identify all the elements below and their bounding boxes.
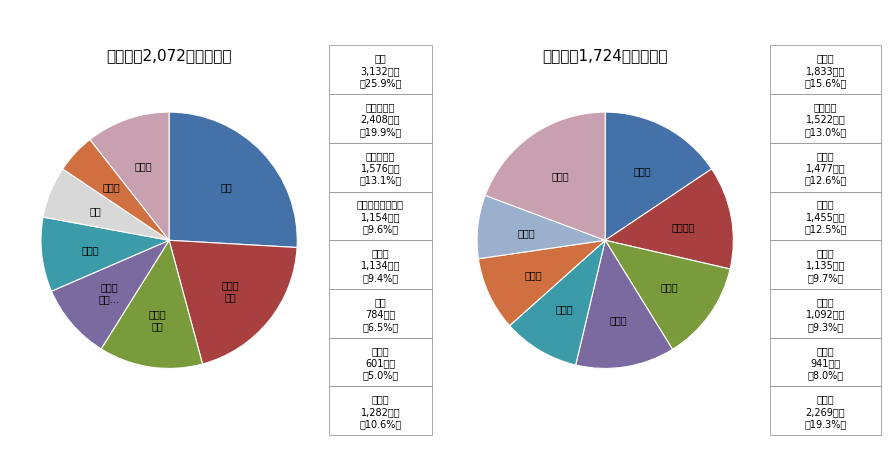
Wedge shape: [605, 113, 712, 241]
Text: 地方交付税
1,576億円
（13.1%）: 地方交付税 1,576億円 （13.1%）: [360, 150, 401, 185]
Text: 商工費
1,477億円
（12.6%）: 商工費 1,477億円 （12.6%）: [805, 150, 846, 185]
Text: 国庫支
出金: 国庫支 出金: [222, 280, 239, 301]
Bar: [770, 144, 881, 192]
Text: 県債
784億円
（6.5%）: 県債 784億円 （6.5%）: [362, 296, 399, 331]
Text: 県税
3,132億円
（25.9%）: 県税 3,132億円 （25.9%）: [360, 53, 401, 88]
Text: 県債: 県債: [90, 206, 101, 216]
Bar: [329, 387, 432, 435]
Text: 教育費: 教育費: [634, 166, 651, 176]
Text: 諸収入: 諸収入: [81, 245, 99, 255]
Text: 諸支出金: 諸支出金: [672, 221, 695, 232]
Text: 土木費: 土木費: [517, 227, 535, 238]
Text: 県税: 県税: [221, 181, 232, 191]
Bar: [770, 289, 881, 338]
Text: 国庫支出金
2,408億円
（19.9%）: 国庫支出金 2,408億円 （19.9%）: [360, 102, 401, 137]
Text: その他
2,269億円
（19.3%）: その他 2,269億円 （19.3%）: [805, 394, 846, 428]
Bar: [329, 46, 432, 95]
Wedge shape: [169, 113, 297, 248]
Title: 歳出１兆1,724億円の内訳: 歳出１兆1,724億円の内訳: [542, 48, 668, 63]
Text: その他: その他: [551, 171, 569, 181]
Text: その他
1,282億円
（10.6%）: その他 1,282億円 （10.6%）: [360, 394, 401, 428]
Text: 地方消費税清算金
1,154億円
（9.6%）: 地方消費税清算金 1,154億円 （9.6%）: [357, 199, 404, 234]
Text: 衛生費: 衛生費: [524, 269, 542, 279]
Bar: [770, 241, 881, 289]
Bar: [770, 387, 881, 435]
Text: その他: その他: [134, 161, 152, 171]
Wedge shape: [62, 140, 169, 241]
Text: 民生費: 民生費: [609, 314, 627, 324]
Wedge shape: [90, 113, 169, 241]
Text: 教育費
1,833億円
（15.6%）: 教育費 1,833億円 （15.6%）: [805, 53, 846, 88]
Bar: [329, 144, 432, 192]
Wedge shape: [605, 169, 733, 269]
Wedge shape: [41, 218, 169, 292]
Bar: [329, 192, 432, 241]
Text: 商工費: 商工費: [661, 282, 678, 292]
Wedge shape: [477, 196, 605, 259]
Text: 公債費: 公債費: [555, 304, 573, 314]
Bar: [770, 95, 881, 144]
Wedge shape: [479, 241, 605, 326]
Text: 衛生費
1,092億円
（9.3%）: 衛生費 1,092億円 （9.3%）: [805, 296, 846, 331]
Bar: [329, 289, 432, 338]
Text: 地方消
費税…: 地方消 費税…: [98, 282, 119, 303]
Bar: [770, 46, 881, 95]
Text: 繰入金
601億円
（5.0%）: 繰入金 601億円 （5.0%）: [362, 345, 399, 380]
Bar: [770, 338, 881, 387]
Wedge shape: [576, 241, 673, 369]
Text: 民生費
1,455億円
（12.5%）: 民生費 1,455億円 （12.5%）: [805, 199, 846, 234]
Wedge shape: [101, 241, 203, 369]
Bar: [329, 338, 432, 387]
Wedge shape: [169, 241, 297, 364]
Wedge shape: [43, 169, 169, 241]
Wedge shape: [605, 241, 730, 350]
Text: 公債費
1,135億円
（9.7%）: 公債費 1,135億円 （9.7%）: [805, 248, 846, 282]
Wedge shape: [485, 113, 605, 241]
Title: 歳入１兆2,072億円の内訳: 歳入１兆2,072億円の内訳: [106, 48, 232, 63]
Text: 諸収入
1,134億円
（9.4%）: 諸収入 1,134億円 （9.4%）: [360, 248, 400, 282]
Text: 地方交
付税: 地方交 付税: [149, 308, 166, 330]
Bar: [770, 192, 881, 241]
Text: 諸支出金
1,522億円
（13.0%）: 諸支出金 1,522億円 （13.0%）: [805, 102, 846, 137]
Wedge shape: [510, 241, 605, 365]
Bar: [329, 95, 432, 144]
Bar: [329, 241, 432, 289]
Text: 土木費
941億円
（8.0%）: 土木費 941億円 （8.0%）: [807, 345, 844, 380]
Text: 繰入金: 繰入金: [102, 182, 119, 192]
Wedge shape: [52, 241, 169, 349]
